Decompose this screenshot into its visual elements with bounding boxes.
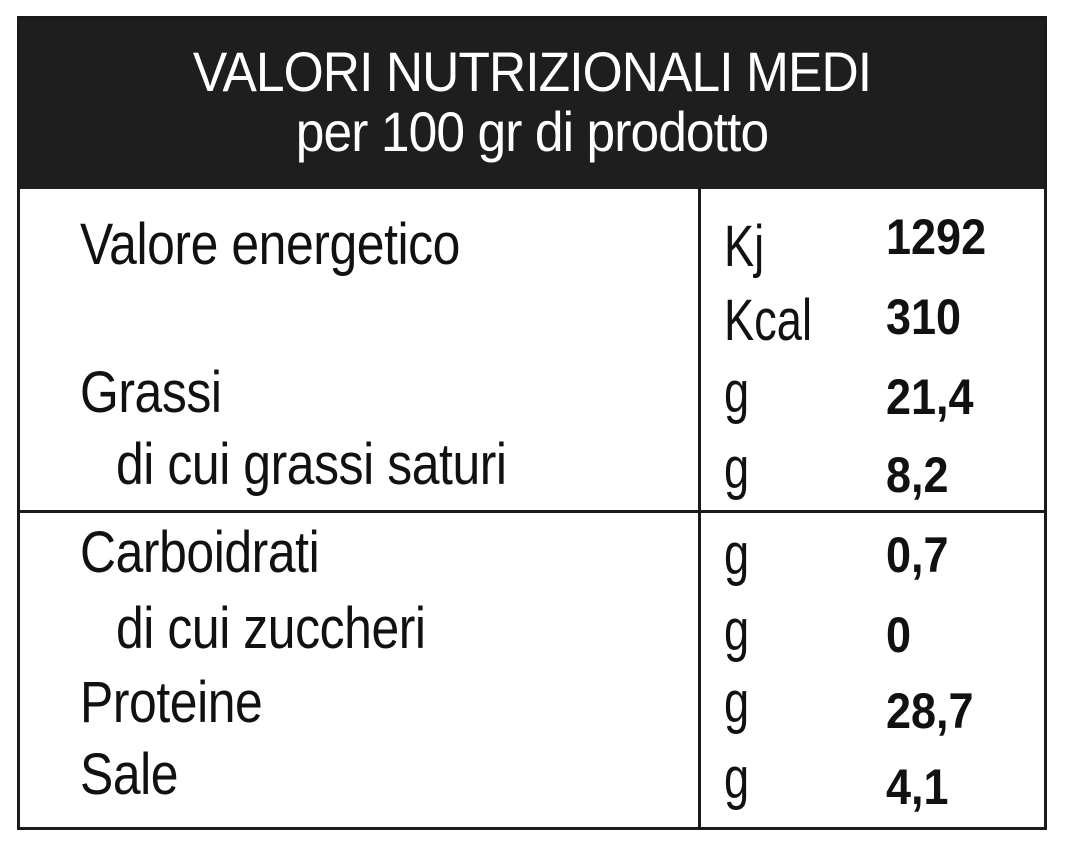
nutrient-name-fat: Grassi (80, 360, 222, 425)
value-carbohydrates: 0,7 (886, 527, 949, 583)
nutrient-name-carbohydrates: Carboidrati (80, 520, 320, 585)
unit-sugars: g (724, 598, 750, 663)
nutrient-name-saturated-fat: di cui grassi saturi (116, 432, 507, 497)
value-protein: 28,7 (886, 683, 974, 739)
nutrition-label: VALORI NUTRIZIONALI MEDI per 100 gr di p… (17, 16, 1047, 830)
unit-fat: g (724, 360, 750, 425)
label-subtitle: per 100 gr di prodotto (295, 100, 769, 163)
nutrient-name-protein: Proteine (80, 670, 263, 735)
nutrient-name-sugars: di cui zuccheri (116, 596, 426, 661)
nutrient-name-salt: Sale (80, 742, 179, 807)
section-divider (20, 510, 1044, 513)
unit-kcal: Kcal (724, 288, 813, 353)
value-fat: 21,4 (886, 369, 974, 425)
column-divider (698, 189, 701, 830)
value-kcal: 310 (886, 289, 962, 345)
unit-salt: g (724, 746, 750, 811)
value-kj: 1292 (886, 209, 987, 265)
value-saturated-fat: 8,2 (886, 447, 949, 503)
label-title: VALORI NUTRIZIONALI MEDI (192, 40, 872, 103)
unit-saturated-fat: g (724, 436, 750, 501)
nutrient-name-energy: Valore energetico (80, 212, 460, 277)
value-sugars: 0 (886, 607, 912, 663)
value-salt: 4,1 (886, 759, 949, 815)
unit-kj: Kj (724, 214, 765, 279)
unit-carbohydrates: g (724, 522, 750, 587)
unit-protein: g (724, 670, 750, 735)
label-header: VALORI NUTRIZIONALI MEDI per 100 gr di p… (20, 19, 1044, 189)
